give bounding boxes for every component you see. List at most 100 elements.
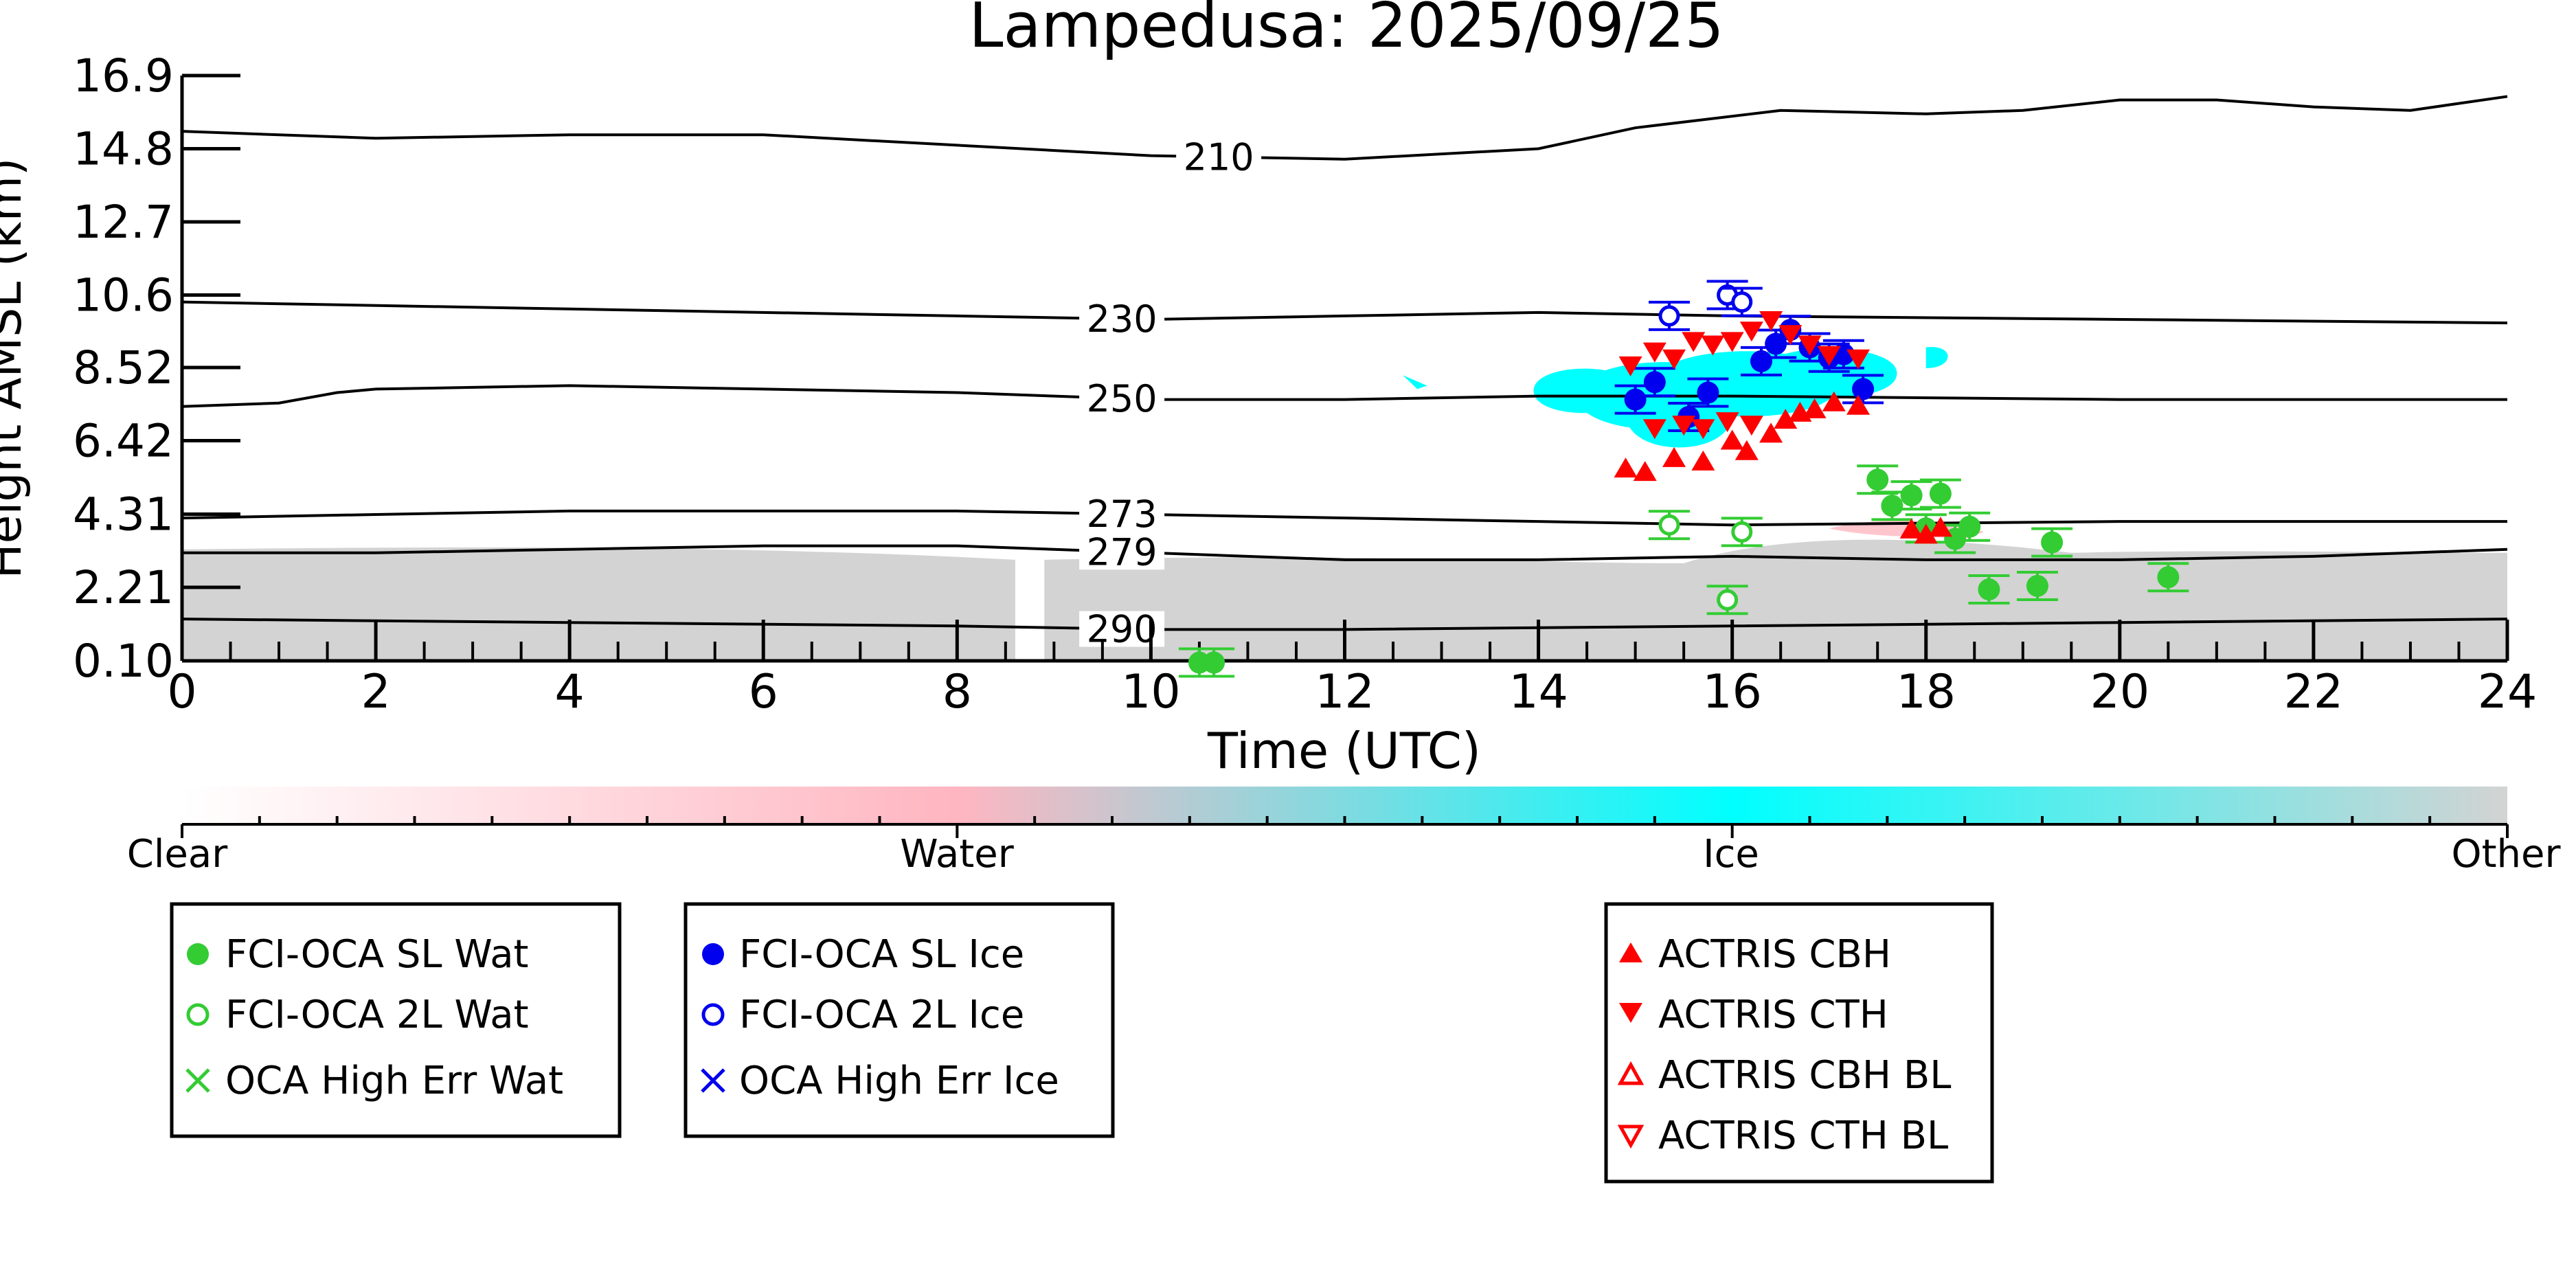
marker-actris-cth: [1720, 332, 1744, 352]
x-axis-label: Time (UTC): [1207, 722, 1481, 780]
marker-actris-cth: [1618, 356, 1642, 376]
marker-actris-cbh: [1662, 447, 1686, 467]
marker-fci-oca-2l-ice: [1731, 291, 1753, 313]
marker-fci-oca-sl-ice: [1750, 350, 1772, 372]
marker-actris-cth: [1691, 419, 1715, 440]
marker-actris-cbh: [1846, 394, 1871, 415]
marker-actris-cbh: [1720, 429, 1744, 450]
isotherm-label-bg: [1079, 301, 1165, 337]
x-tick-label: 24: [2478, 665, 2538, 719]
legend-marker-cth-bl: [1617, 1125, 1645, 1149]
isotherm-label-bg: [1079, 534, 1165, 570]
legend-label-higherr-ice: OCA High Err Ice: [739, 1059, 1059, 1103]
x-tick-label: 4: [555, 665, 585, 719]
legend-ice-frame: [683, 902, 1115, 1138]
colorbar-label-ice: Ice: [1703, 832, 1759, 877]
x-tick-label: 18: [1896, 665, 1956, 719]
marker-fci-oca-sl-wat: [1881, 495, 1903, 517]
marker-actris-cbh: [1928, 517, 1952, 537]
x-tick-label: 8: [942, 665, 972, 719]
y-tick-label: 0.10: [73, 635, 174, 688]
legend-marker-cth: [1619, 1003, 1642, 1023]
y-tick-label: 2.21: [73, 561, 174, 614]
marker-fci-oca-sl-wat: [2157, 566, 2180, 589]
legend-actris: ACTRIS CBH ACTRIS CTH ACTRIS CBH BL ACTR…: [1604, 902, 1994, 1184]
marker-fci-oca-sl-ice: [1643, 371, 1666, 394]
marker-actris-cbh: [1822, 391, 1846, 411]
series-fci-oca-sl-wat: [1178, 464, 2189, 678]
marker-actris-cth: [1846, 349, 1871, 370]
isotherm-label-290: 290: [1087, 608, 1157, 651]
isotherm-279: [182, 544, 2508, 561]
colorbar-label-clear: Clear: [127, 832, 228, 877]
marker-actris-cth: [1798, 335, 1822, 356]
isotherm-label-bg: [1079, 496, 1165, 532]
colorbar-label-water: Water: [900, 832, 1015, 877]
x-tick-label: 10: [1121, 665, 1181, 719]
isotherm-label-279: 279: [1087, 530, 1157, 574]
y-tick-label: 12.7: [73, 196, 174, 249]
marker-fci-oca-sl-wat: [1978, 578, 2000, 601]
marker-actris-cth: [1739, 321, 1763, 342]
marker-actris-cth: [1778, 325, 1803, 346]
classification-colorbar: Clear Water Ice Other: [127, 787, 2561, 877]
legend-label-cbh-bl: ACTRIS CBH BL: [1658, 1053, 1951, 1098]
cloud-mask-background: [182, 347, 2507, 661]
legend-ice: FCI-OCA SL Ice FCI-OCA 2L Ice OCA High E…: [683, 902, 1115, 1138]
legend-marker-sl-ice: [702, 943, 724, 965]
marker-fci-oca-sl-wat: [1958, 515, 1981, 538]
boundary-layer-other-area: [182, 547, 1015, 661]
chart-title: Lampedusa: 2025/09/25: [969, 0, 1724, 62]
legend-label-sl-wat: FCI-OCA SL Wat: [225, 932, 529, 977]
marker-actris-cbh: [1691, 450, 1715, 471]
series-fci-oca-2l-ice: [1648, 280, 1763, 331]
series-actris-cth: [1618, 311, 1871, 440]
legend-label-cth: ACTRIS CTH: [1658, 993, 1888, 1037]
marker-fci-oca-sl-wat: [2026, 574, 2048, 597]
marker-fci-oca-sl-ice: [1697, 381, 1719, 404]
series-actris-cbh: [1614, 391, 1952, 544]
marker-actris-cbh: [1914, 523, 1938, 544]
isotherm-290: [181, 618, 2508, 631]
colorbar-ticks: [181, 816, 2509, 838]
isotherm-label-273: 273: [1087, 493, 1157, 536]
ice-cloud-area: [1925, 347, 1948, 368]
marker-fci-oca-2l-ice: [1658, 305, 1680, 327]
marker-fci-oca-sl-wat: [1203, 651, 1225, 674]
legend-label-cbh: ACTRIS CBH: [1658, 932, 1891, 977]
legend-label-sl-ice: FCI-OCA SL Ice: [739, 932, 1024, 977]
y-tick-label: 14.8: [73, 123, 174, 176]
isotherm-label-bg: [1176, 139, 1262, 175]
x-tick-label: 6: [749, 665, 778, 719]
marker-fci-oca-sl-ice: [1852, 378, 1875, 400]
isotherm-label-230: 230: [1087, 297, 1157, 341]
legend-label-2l-wat: FCI-OCA 2L Wat: [225, 993, 529, 1037]
marker-fci-oca-2l-wat: [1717, 589, 1739, 611]
y-tick-label: 16.9: [73, 49, 174, 102]
marker-actris-cth: [1642, 342, 1667, 363]
marker-actris-cbh: [1614, 457, 1638, 478]
x-tick-label: 20: [2090, 665, 2150, 719]
isotherm-230: [181, 300, 2508, 325]
legend-water: FCI-OCA SL Wat FCI-OCA 2L Wat OCA High E…: [170, 902, 622, 1138]
y-tick-label: 4.31: [73, 488, 174, 541]
y-tick-label: 10.6: [73, 269, 174, 322]
marker-actris-cth: [1715, 412, 1739, 433]
marker-actris-cth: [1759, 311, 1783, 331]
legend-marker-cbh-bl: [1617, 1061, 1645, 1085]
legend-marker-higherr-ice: [701, 1068, 725, 1093]
x-tick-label: 12: [1315, 665, 1375, 719]
legend-marker-sl-wat: [187, 943, 209, 965]
legend-label-cth-bl: ACTRIS CTH BL: [1658, 1114, 1948, 1158]
marker-fci-oca-sl-wat: [1929, 482, 1952, 505]
marker-actris-cth: [1739, 416, 1763, 436]
x-tick-label: 0: [167, 665, 196, 719]
x-tick-label: 22: [2284, 665, 2344, 719]
isotherm-label-bg: [1079, 381, 1165, 417]
marker-fci-oca-2l-wat: [1731, 521, 1753, 543]
legend-water-frame: [170, 902, 622, 1138]
y-tick-label: 6.42: [73, 414, 174, 467]
isotherm-label-250: 250: [1087, 377, 1157, 420]
